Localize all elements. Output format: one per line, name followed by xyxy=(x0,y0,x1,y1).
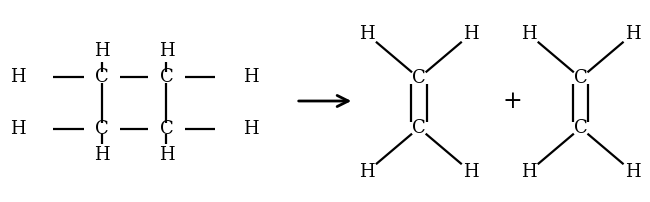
Text: C: C xyxy=(95,68,109,86)
Text: H: H xyxy=(94,146,109,164)
Text: H: H xyxy=(242,68,259,86)
Text: C: C xyxy=(574,69,588,87)
Text: H: H xyxy=(521,25,537,43)
Text: H: H xyxy=(521,163,537,181)
Text: H: H xyxy=(359,163,375,181)
Text: C: C xyxy=(574,119,588,137)
Text: H: H xyxy=(625,163,640,181)
Text: C: C xyxy=(159,68,174,86)
Text: H: H xyxy=(463,25,478,43)
Text: H: H xyxy=(463,163,478,181)
Text: H: H xyxy=(359,25,375,43)
Text: H: H xyxy=(242,120,259,138)
Text: C: C xyxy=(412,69,426,87)
Text: +: + xyxy=(503,89,523,113)
Text: H: H xyxy=(159,146,174,164)
Text: H: H xyxy=(10,120,25,138)
Text: C: C xyxy=(95,120,109,138)
Text: C: C xyxy=(159,120,174,138)
Text: H: H xyxy=(94,42,109,60)
Text: H: H xyxy=(159,42,174,60)
Text: H: H xyxy=(10,68,25,86)
Text: H: H xyxy=(625,25,640,43)
Text: C: C xyxy=(412,119,426,137)
